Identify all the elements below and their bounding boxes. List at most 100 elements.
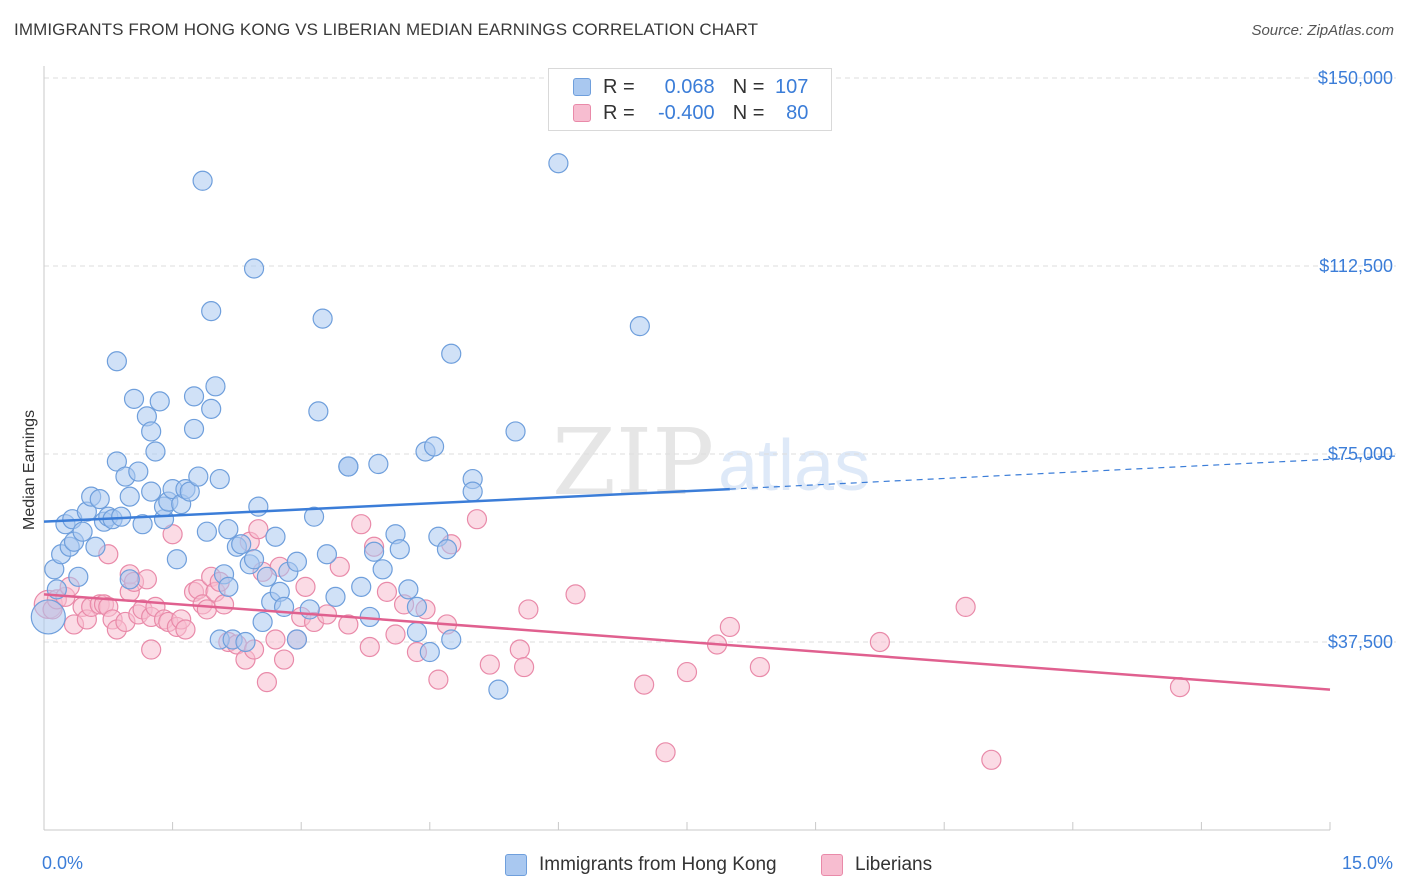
point-hong-kong bbox=[141, 421, 162, 442]
point-hong-kong bbox=[488, 679, 509, 700]
legend-n-label: N = bbox=[732, 75, 765, 98]
legend-row-liberians: R = -0.400 N = 80 bbox=[573, 101, 808, 125]
point-hong-kong bbox=[286, 551, 308, 572]
legend-r-label: R = bbox=[603, 101, 635, 124]
legend-r-value: -0.400 bbox=[657, 101, 715, 124]
point-liberians bbox=[509, 639, 530, 660]
trend-lines bbox=[43, 455, 1397, 691]
point-hong-kong bbox=[85, 536, 106, 557]
point-hong-kong bbox=[406, 596, 428, 618]
point-hong-kong bbox=[303, 506, 325, 527]
watermark: ZIP atlas bbox=[552, 409, 870, 516]
bottom-legend-label: Liberians bbox=[855, 854, 933, 875]
bottom-legend-swatch-blue bbox=[505, 854, 527, 876]
point-hong-kong bbox=[363, 541, 385, 562]
point-liberians bbox=[749, 656, 770, 678]
point-hong-kong bbox=[128, 461, 149, 482]
watermark-atlas: atlas bbox=[718, 426, 870, 506]
point-hong-kong bbox=[243, 549, 265, 570]
point-hong-kong bbox=[243, 258, 265, 279]
point-hong-kong bbox=[351, 576, 372, 597]
point-liberians bbox=[256, 672, 278, 693]
point-liberians bbox=[981, 749, 1002, 770]
point-hong-kong bbox=[629, 316, 650, 337]
point-hong-kong bbox=[218, 576, 239, 597]
x-tick-label: 15.0% bbox=[1342, 853, 1393, 873]
point-hong-kong bbox=[119, 569, 140, 590]
point-hong-kong bbox=[308, 401, 329, 422]
point-liberians bbox=[248, 519, 269, 540]
point-liberians bbox=[265, 629, 286, 650]
series-liberians bbox=[33, 509, 1191, 770]
point-liberians bbox=[196, 599, 217, 620]
watermark-zip: ZIP bbox=[552, 409, 714, 516]
point-hong-kong bbox=[30, 599, 66, 635]
point-hong-kong bbox=[548, 153, 569, 174]
legend-n-value: 80 bbox=[786, 101, 809, 124]
point-hong-kong bbox=[235, 631, 256, 653]
point-liberians bbox=[634, 674, 655, 695]
y-tick-label: $75,000 bbox=[1328, 444, 1393, 464]
y-tick-label: $112,500 bbox=[1319, 256, 1393, 276]
point-hong-kong bbox=[119, 486, 140, 507]
point-hong-kong bbox=[179, 481, 200, 502]
y-tick-label: $150,000 bbox=[1318, 68, 1393, 88]
trend-line-liberians bbox=[43, 593, 1331, 691]
legend-row-hong-kong: R = 0.068 N = 107 bbox=[573, 75, 808, 99]
x-tick-label: 0.0% bbox=[42, 853, 83, 873]
point-hong-kong bbox=[106, 451, 127, 472]
legend-swatch-blue bbox=[573, 78, 591, 96]
point-hong-kong bbox=[72, 521, 93, 542]
legend-r-value: 0.068 bbox=[664, 75, 715, 98]
legend-r-label: R = bbox=[603, 75, 635, 98]
source-label: Source: ZipAtlas.com bbox=[1251, 22, 1394, 39]
point-hong-kong bbox=[325, 586, 346, 607]
bottom-legend-liberians: Liberians bbox=[821, 852, 932, 878]
point-hong-kong bbox=[192, 170, 213, 191]
point-hong-kong bbox=[286, 629, 308, 650]
point-hong-kong bbox=[299, 599, 320, 620]
point-liberians bbox=[351, 514, 372, 535]
point-hong-kong bbox=[89, 489, 110, 510]
series-hong-kong bbox=[30, 153, 650, 700]
point-liberians bbox=[136, 569, 157, 590]
point-hong-kong bbox=[68, 566, 89, 587]
point-hong-kong bbox=[149, 391, 170, 412]
point-hong-kong bbox=[252, 611, 273, 633]
point-liberians bbox=[359, 636, 380, 658]
point-liberians bbox=[466, 509, 488, 530]
point-hong-kong bbox=[218, 519, 239, 540]
legend-n-label: N = bbox=[732, 101, 765, 124]
legend-swatch-pink bbox=[573, 104, 591, 122]
point-hong-kong bbox=[141, 481, 162, 502]
point-liberians bbox=[329, 556, 350, 577]
point-liberians bbox=[338, 614, 359, 635]
point-hong-kong bbox=[183, 386, 205, 407]
point-hong-kong bbox=[419, 641, 440, 663]
point-hong-kong bbox=[188, 466, 209, 487]
point-hong-kong bbox=[196, 521, 217, 542]
point-hong-kong bbox=[205, 376, 226, 397]
point-hong-kong bbox=[201, 301, 222, 322]
axes bbox=[43, 66, 1331, 831]
point-hong-kong bbox=[256, 566, 278, 587]
point-hong-kong bbox=[436, 539, 458, 560]
point-liberians bbox=[213, 594, 235, 615]
bottom-legend-hong-kong: Immigrants from Hong Kong bbox=[505, 852, 777, 878]
point-hong-kong bbox=[123, 388, 145, 409]
point-hong-kong bbox=[265, 526, 286, 547]
point-hong-kong bbox=[316, 544, 338, 565]
point-liberians bbox=[295, 576, 316, 597]
chart-title: IMMIGRANTS FROM HONG KONG VS LIBERIAN ME… bbox=[14, 20, 759, 39]
correlation-legend: R = 0.068 N = 107 R = -0.400 N = 80 bbox=[548, 68, 832, 131]
point-hong-kong bbox=[423, 436, 445, 457]
point-hong-kong bbox=[166, 549, 187, 570]
point-liberians bbox=[955, 596, 976, 618]
point-hong-kong bbox=[106, 351, 127, 372]
point-liberians bbox=[175, 619, 196, 640]
point-liberians bbox=[141, 639, 162, 660]
point-hong-kong bbox=[441, 629, 462, 650]
point-hong-kong bbox=[462, 481, 483, 502]
point-liberians bbox=[385, 624, 406, 645]
